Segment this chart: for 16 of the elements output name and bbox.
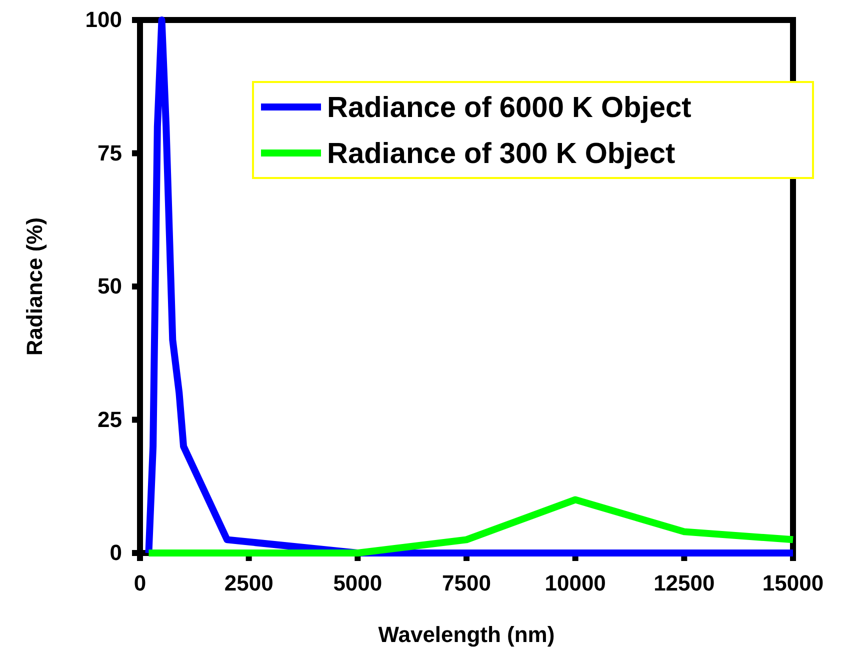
x-tick-label: 0 [134,570,146,596]
y-tick-label: 50 [98,274,122,299]
x-tick-label: 7500 [442,570,491,596]
x-tick-label: 2500 [224,570,274,596]
x-tick-label: 12500 [654,570,715,596]
x-tick-label: 15000 [762,570,824,596]
x-axis-title: Wavelength (nm) [378,622,555,647]
legend-label: Radiance of 6000 K Object [327,92,692,124]
y-tick-label: 100 [85,7,122,32]
y-tick-label: 25 [98,406,122,432]
x-tick-label: 5000 [333,570,382,596]
y-tick-label: 75 [98,140,122,166]
x-tick-label: 10000 [544,570,606,596]
y-axis-title: Radiance (%) [22,217,47,356]
y-tick-label: 0 [110,540,122,566]
legend-label: Radiance of 300 K Object [327,138,676,170]
